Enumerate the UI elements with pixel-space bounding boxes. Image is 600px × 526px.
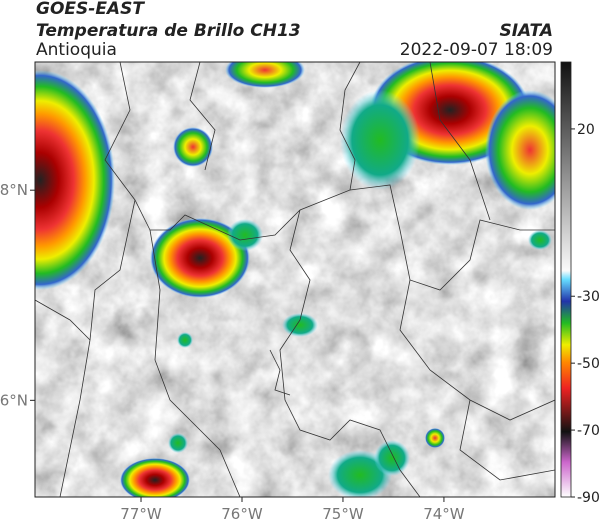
satellite-image xyxy=(35,62,555,497)
lon-tick-label: 74°W xyxy=(423,505,465,523)
ticks: 77°W 76°W 75°W 74°W 8°N 6°N 20 -30 -50 -70 -90 xyxy=(0,122,600,523)
colorbar-tick-label: 20 xyxy=(577,122,595,138)
colorbar-tick-label: -30 xyxy=(577,289,600,305)
colorbar xyxy=(560,61,572,498)
subtitle: Temperatura de Brillo CH13 xyxy=(36,21,301,41)
map-frame xyxy=(34,61,556,498)
colorbar-tick-label: -90 xyxy=(577,490,600,506)
lat-tick-label: 6°N xyxy=(0,391,28,409)
colorbar-tick-label: -70 xyxy=(577,423,600,439)
source: SIATA xyxy=(499,21,553,41)
lon-tick-label: 75°W xyxy=(322,505,364,523)
lon-tick-label: 77°W xyxy=(120,505,162,523)
lat-tick-label: 8°N xyxy=(0,181,28,199)
timestamp: 2022-09-07 18:09 xyxy=(400,40,553,60)
lon-tick-label: 76°W xyxy=(221,505,263,523)
region: Antioquia xyxy=(36,40,117,60)
title: GOES-EAST xyxy=(36,0,145,19)
colorbar-tick-label: -50 xyxy=(577,356,600,372)
